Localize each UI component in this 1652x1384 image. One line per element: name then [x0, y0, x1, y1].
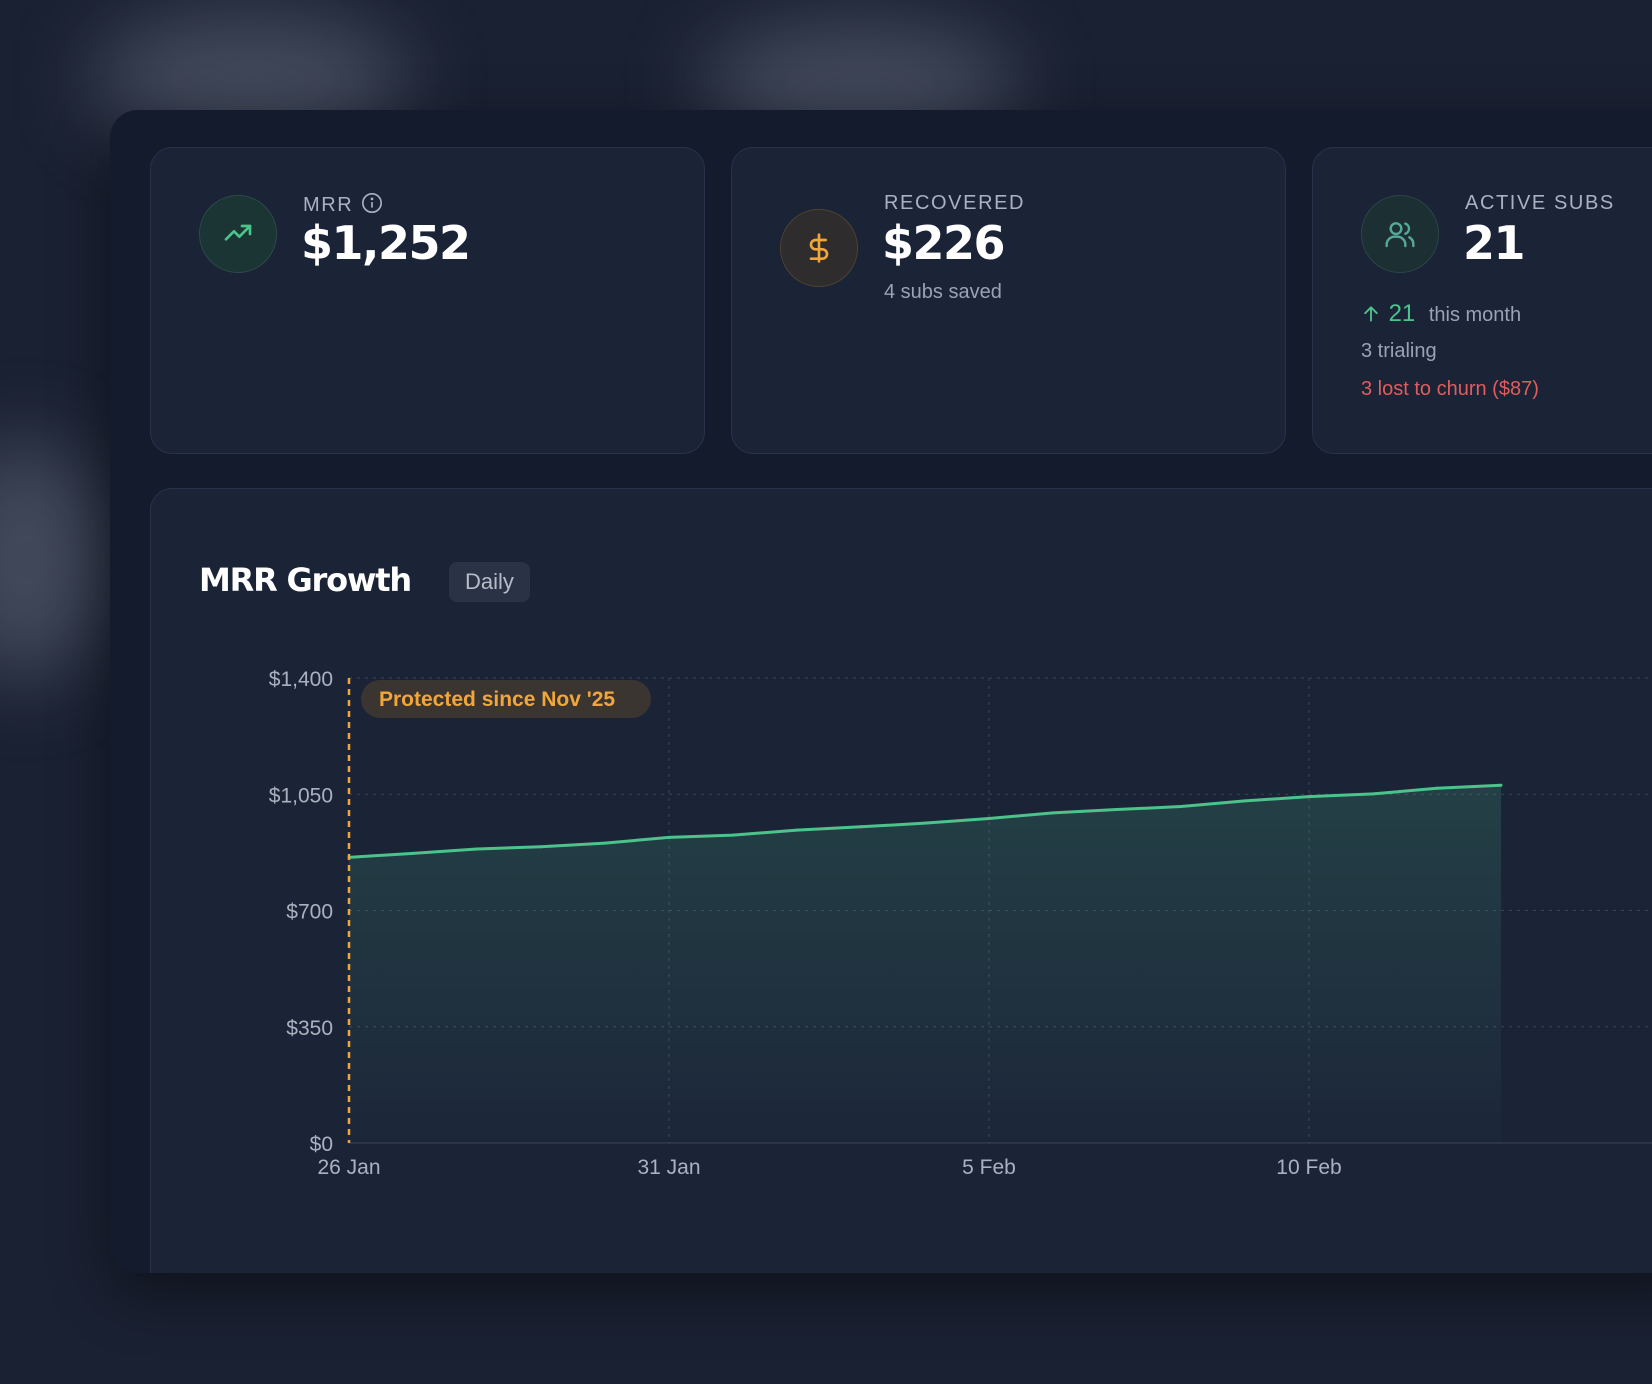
data-point: [795, 828, 799, 832]
trialing-text: 3 trialing: [1361, 340, 1437, 362]
active-subs-value: 21: [1463, 216, 1526, 270]
data-point: [731, 833, 735, 837]
data-point: [1435, 786, 1439, 790]
data-point: [1115, 808, 1119, 812]
mrr-value: $1,252: [301, 216, 471, 270]
data-point: [1307, 795, 1311, 799]
y-tick-label: $350: [286, 1017, 333, 1040]
protection-annotation-label: Protected since Nov '25: [379, 688, 615, 711]
mrr-growth-chart: $1,400 $1,050 $700 $350 $026 Jan 31 Jan 5 Feb 1…: [269, 668, 1652, 1179]
mrr-label-text: MRR: [303, 194, 354, 216]
data-point: [603, 841, 607, 845]
dollar-icon: [780, 209, 858, 287]
data-point: [667, 835, 671, 839]
x-tick-label: 10 Feb: [1276, 1156, 1341, 1179]
x-tick-label: 5 Feb: [962, 1156, 1016, 1179]
x-tick-label: 26 Jan: [317, 1156, 380, 1179]
data-point: [1051, 811, 1055, 815]
recovered-sub: 4 subs saved: [884, 281, 1002, 303]
data-point: [411, 851, 415, 855]
recovered-label: RECOVERED: [884, 192, 1026, 214]
subs-growth-text: this month: [1428, 304, 1522, 326]
mrr-area-fill: [349, 785, 1501, 1143]
y-tick-label: $0: [310, 1133, 333, 1156]
active-subs-label: ACTIVE SUBS: [1465, 192, 1615, 214]
active-subs-card: ACTIVE SUBS 21 21 this month 3 trialing …: [1312, 147, 1652, 454]
x-tick-label: 31 Jan: [637, 1156, 700, 1179]
data-point: [539, 845, 543, 849]
data-point: [1243, 799, 1247, 803]
granularity-badge[interactable]: Daily: [449, 562, 530, 602]
mrr-card: MRR $1,252: [150, 147, 705, 454]
data-point: [987, 816, 991, 820]
users-icon: [1361, 195, 1439, 273]
mrr-growth-chart-card: MRR Growth Daily $1,400 $1,050 $700 $350 $0 2…: [150, 488, 1652, 1273]
subs-growth-line: 21 this month: [1361, 300, 1521, 330]
data-point: [1179, 805, 1183, 809]
mrr-label: MRR: [303, 192, 383, 220]
data-point: [923, 821, 927, 825]
y-tick-label: $700: [286, 901, 333, 924]
arrow-up-icon: [1361, 304, 1381, 330]
data-point: [1499, 783, 1503, 787]
y-tick-label: $1,050: [269, 784, 333, 807]
chart-title: MRR Growth: [199, 561, 412, 599]
churn-text: 3 lost to churn ($87): [1361, 378, 1539, 400]
recovered-card: RECOVERED $226 4 subs saved: [731, 147, 1286, 454]
y-tick-label: $1,400: [269, 668, 333, 691]
dashboard-panel: MRR $1,252 RECOVERED $226 4 subs saved: [110, 110, 1652, 1273]
data-point: [475, 847, 479, 851]
protection-annotation-pill: [361, 680, 651, 718]
trending-up-icon: [199, 195, 277, 273]
info-icon[interactable]: [361, 192, 383, 220]
data-point: [1371, 792, 1375, 796]
subs-growth-value: 21: [1388, 300, 1416, 327]
data-point: [859, 825, 863, 829]
recovered-value: $226: [882, 216, 1006, 270]
